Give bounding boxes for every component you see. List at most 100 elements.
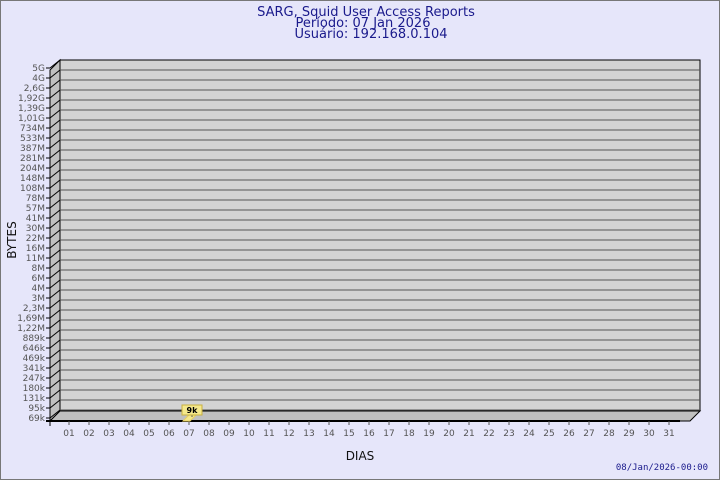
y-axis-label: BYTES bbox=[5, 221, 19, 258]
y-tick-diagonal bbox=[49, 99, 61, 109]
y-tick-label: 16M bbox=[26, 244, 45, 254]
y-tick-diagonal bbox=[49, 149, 61, 159]
y-tick-diagonal bbox=[49, 119, 61, 129]
chart-title: SARG, Squid User Access Reports bbox=[257, 5, 475, 20]
x-tick-label: 13 bbox=[303, 429, 314, 439]
y-tick-diagonal bbox=[49, 309, 61, 319]
x-axis-label: DIAS bbox=[346, 449, 375, 463]
y-tick-diagonal bbox=[49, 69, 61, 79]
y-tick-diagonal bbox=[49, 279, 61, 289]
x-tick-label: 01 bbox=[63, 429, 74, 439]
y-tick-diagonal bbox=[49, 379, 61, 389]
y-tick-label: 2,3M bbox=[23, 304, 45, 314]
y-tick-label: 1,39G bbox=[18, 104, 45, 114]
y-tick-diagonal bbox=[49, 79, 61, 89]
y-tick-label: 57M bbox=[26, 204, 45, 214]
y-tick-diagonal bbox=[49, 129, 61, 139]
y-tick-diagonal bbox=[49, 269, 61, 279]
y-tick-label: 8M bbox=[32, 264, 46, 274]
x-tick-label: 23 bbox=[503, 429, 514, 439]
x-tick-label: 14 bbox=[323, 429, 335, 439]
x-tick-label: 08 bbox=[203, 429, 215, 439]
x-tick-label: 12 bbox=[283, 429, 294, 439]
y-tick-diagonal bbox=[49, 139, 61, 149]
y-tick-diagonal bbox=[49, 89, 61, 99]
x-tick-label: 22 bbox=[483, 429, 494, 439]
x-tick-label: 11 bbox=[263, 429, 274, 439]
y-tick-diagonal bbox=[49, 409, 61, 419]
y-tick-diagonal bbox=[49, 319, 61, 329]
y-tick-label: 78M bbox=[26, 194, 45, 204]
y-tick-label: 95k bbox=[28, 404, 45, 414]
x-tick-label: 27 bbox=[583, 429, 594, 439]
y-tick-label: 1,92G bbox=[18, 94, 45, 104]
x-tick-label: 06 bbox=[163, 429, 175, 439]
y-tick-label: 533M bbox=[20, 134, 45, 144]
y-tick-label: 281M bbox=[20, 154, 45, 164]
y-tick-diagonal bbox=[49, 179, 61, 189]
footer-timestamp: 08/Jan/2026-00:00 bbox=[616, 463, 708, 473]
y-tick-label: 41M bbox=[26, 214, 45, 224]
y-tick-label: 469k bbox=[23, 354, 46, 364]
y-tick-label: 5G bbox=[32, 64, 45, 74]
y-tick-label: 1,01G bbox=[18, 114, 45, 124]
x-tick-label: 02 bbox=[83, 429, 94, 439]
chart-subtitle-user: Usuário: 192.168.0.104 bbox=[294, 27, 447, 42]
x-tick-label: 03 bbox=[103, 429, 114, 439]
x-tick-label: 10 bbox=[243, 429, 255, 439]
y-tick-label: 6M bbox=[32, 274, 46, 284]
x-tick-label: 09 bbox=[223, 429, 235, 439]
y-tick-label: 341k bbox=[23, 364, 46, 374]
y-tick-label: 734M bbox=[20, 124, 45, 134]
y-tick-label: 131k bbox=[23, 394, 46, 404]
x-tick-label: 28 bbox=[603, 429, 615, 439]
y-tick-diagonal bbox=[49, 169, 61, 179]
y-tick-label: 247k bbox=[23, 374, 46, 384]
y-tick-diagonal bbox=[49, 239, 61, 249]
y-tick-diagonal bbox=[49, 209, 61, 219]
y-tick-label: 204M bbox=[20, 164, 45, 174]
floor bbox=[48, 410, 702, 422]
x-tick-label: 17 bbox=[383, 429, 394, 439]
y-tick-label: 3M bbox=[32, 294, 46, 304]
data-label-box bbox=[181, 404, 203, 416]
y-tick-diagonal bbox=[49, 249, 61, 259]
y-tick-diagonal bbox=[49, 229, 61, 239]
x-tick-label: 26 bbox=[563, 429, 575, 439]
y-tick-label: 11M bbox=[26, 254, 45, 264]
x-tick-label: 19 bbox=[423, 429, 435, 439]
y-tick-label: 1,69M bbox=[17, 314, 45, 324]
y-tick-diagonal bbox=[49, 349, 61, 359]
y-tick-diagonal bbox=[49, 109, 61, 119]
x-tick-label: 31 bbox=[663, 429, 674, 439]
x-tick-label: 18 bbox=[403, 429, 415, 439]
x-tick-label: 07 bbox=[183, 429, 194, 439]
y-tick-diagonal bbox=[49, 159, 61, 169]
x-tick-label: 25 bbox=[543, 429, 554, 439]
y-tick-diagonal bbox=[49, 59, 61, 69]
x-tick-label: 24 bbox=[523, 429, 535, 439]
y-tick-label: 387M bbox=[20, 144, 45, 154]
y-tick-diagonal bbox=[49, 329, 61, 339]
chart-subtitle-period: Período: 07 Jan 2026 bbox=[296, 16, 431, 31]
y-tick-diagonal bbox=[49, 189, 61, 199]
y-tick-label: 4G bbox=[32, 74, 45, 84]
x-tick-label: 16 bbox=[363, 429, 375, 439]
data-label: 9k bbox=[187, 406, 199, 415]
y-tick-diagonal bbox=[49, 219, 61, 229]
y-tick-diagonal bbox=[49, 289, 61, 299]
y-tick-label: 148M bbox=[20, 174, 45, 184]
x-tick-label: 29 bbox=[623, 429, 635, 439]
x-tick-label: 21 bbox=[463, 429, 474, 439]
y-tick-label: 180k bbox=[23, 384, 46, 394]
x-tick-label: 04 bbox=[123, 429, 135, 439]
y-tick-diagonal bbox=[49, 359, 61, 369]
y-tick-diagonal bbox=[49, 299, 61, 309]
y-tick-label: 889k bbox=[23, 334, 46, 344]
y-tick-label: 646k bbox=[23, 344, 46, 354]
y-tick-label: 30M bbox=[26, 224, 45, 234]
y-tick-diagonal bbox=[49, 339, 61, 349]
y-tick-label: 69k bbox=[28, 414, 45, 424]
y-tick-diagonal bbox=[49, 399, 61, 409]
